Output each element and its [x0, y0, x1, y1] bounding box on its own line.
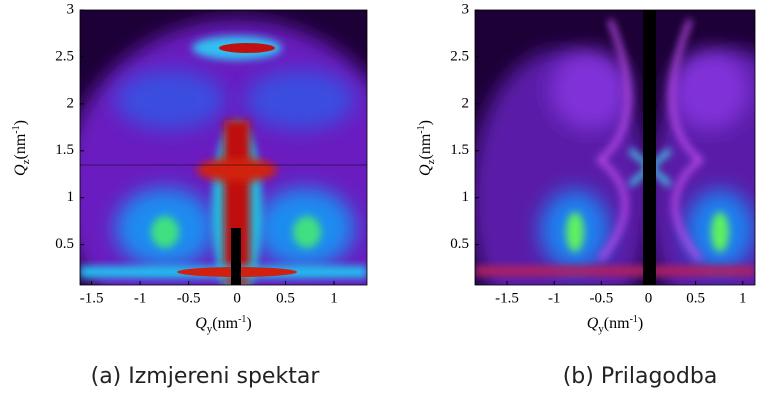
y-tick-label: 2 [462, 95, 470, 111]
y-tick-label: 3 [462, 1, 470, 17]
heatmap-image [80, 10, 367, 285]
axis-label-part: -1 [238, 314, 246, 325]
x-tick-label: -0.5 [589, 290, 613, 306]
axis-label-part: Q [587, 315, 599, 332]
axis-label-part: (nm [417, 133, 434, 159]
x-tick-label: 1 [330, 290, 338, 306]
caption: (b) Prilagodba [563, 364, 718, 389]
x-axis-label: Qy(nm-1) [195, 314, 252, 335]
axis-label-part: -1 [416, 125, 427, 133]
x-tick-label: -1.5 [80, 290, 104, 306]
axis-label-part: ) [246, 315, 251, 332]
y-tick-label: 1.5 [55, 142, 74, 158]
axis-label-part: y [207, 323, 213, 335]
y-tick-label: 3 [67, 1, 75, 17]
axis-label-part: (nm [212, 315, 238, 332]
axis-label-part: z [20, 159, 32, 164]
axis-label-part: z [425, 159, 437, 164]
axis-label-part: Q [12, 164, 29, 176]
x-tick-label: -0.5 [177, 290, 201, 306]
axis-label-part: Q [195, 315, 207, 332]
y-tick-label: 2 [67, 95, 75, 111]
axis-label-part: (nm [12, 133, 29, 159]
y-tick-label: 0.5 [450, 236, 469, 252]
x-tick-label: 0 [233, 290, 241, 306]
y-tick-label: 2.5 [450, 48, 469, 64]
axis-label-part: -1 [11, 125, 22, 133]
x-tick-label: -1 [548, 290, 561, 306]
axis-label-part: -1 [630, 314, 638, 325]
caption: (a) Izmjereni spektar [91, 364, 321, 389]
y-tick-label: 0.5 [55, 236, 74, 252]
y-tick-label: 1 [462, 189, 470, 205]
x-tick-label: 0 [645, 290, 653, 306]
plot-frame [474, 9, 756, 286]
x-tick-label: -1 [134, 290, 147, 306]
axis-label-part: y [598, 323, 604, 335]
y-axis-label: Qz(nm-1) [11, 120, 32, 176]
heatmap-image [475, 10, 755, 285]
x-tick-label: 1 [739, 290, 747, 306]
plot-frame [79, 9, 368, 286]
x-tick-label: -1.5 [495, 290, 519, 306]
axis-label-part: (nm [604, 315, 630, 332]
x-tick-label: 0.5 [686, 290, 705, 306]
axis-label-part: ) [417, 120, 434, 125]
y-tick-label: 1 [67, 189, 75, 205]
axis-label-part: Q [417, 164, 434, 176]
axis-label-part: ) [12, 120, 29, 125]
axis-label-part: ) [638, 315, 643, 332]
x-axis-label: Qy(nm-1) [587, 314, 644, 335]
y-tick-label: 2.5 [55, 48, 74, 64]
x-tick-label: 0.5 [276, 290, 295, 306]
y-tick-label: 1.5 [450, 142, 469, 158]
y-axis-label: Qz(nm-1) [416, 120, 437, 176]
